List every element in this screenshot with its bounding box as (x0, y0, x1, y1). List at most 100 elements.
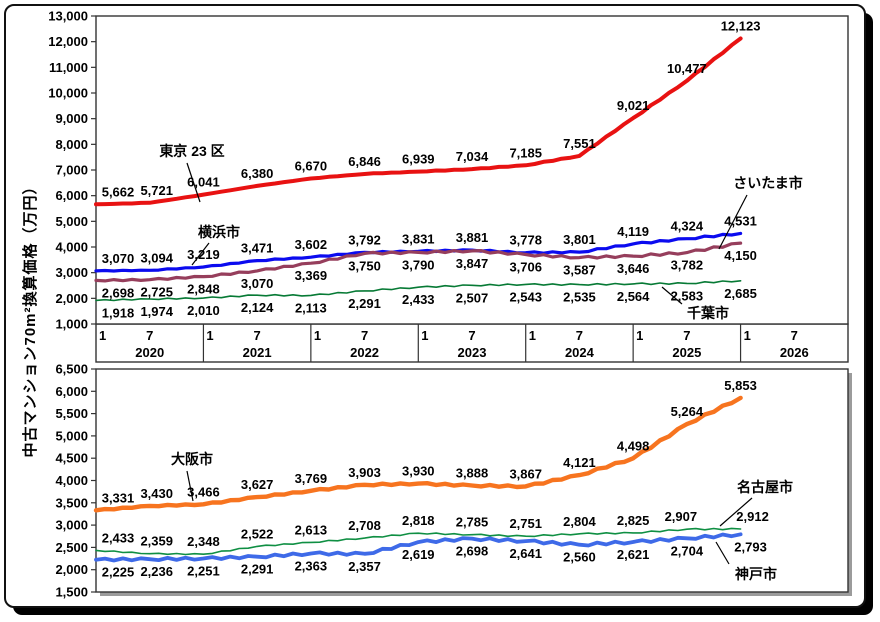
year-label: 2026 (780, 345, 809, 360)
data-label-osaka: 3,888 (456, 465, 489, 480)
y-tick-label: 5,500 (55, 406, 88, 421)
month-tick-jan: 1 (314, 328, 321, 343)
y-tick-label: 11,000 (49, 60, 88, 75)
data-label-saitama: 3,782 (671, 258, 704, 273)
data-label-saitama: 3,587 (563, 263, 596, 278)
data-label-chiba: 1,974 (140, 304, 173, 319)
data-label-osaka: 5,853 (724, 378, 757, 393)
data-label-yokohama: 3,070 (102, 251, 135, 266)
data-label-tokyo-23-wards: 7,185 (509, 145, 542, 160)
y-tick-label: 1,000 (55, 317, 88, 332)
series-annotation: さいたま市 (733, 175, 803, 191)
series-annotation: 千葉市 (687, 305, 729, 321)
data-label-nagoya: 2,359 (140, 534, 173, 549)
data-label-osaka: 3,903 (348, 465, 381, 480)
y-tick-label: 7,000 (55, 163, 88, 178)
y-tick-label: 2,500 (55, 540, 88, 555)
data-label-osaka: 3,331 (102, 490, 135, 505)
data-label-yokohama: 3,602 (295, 237, 328, 252)
data-label-kobe: 2,560 (563, 550, 596, 565)
month-tick-jan: 1 (744, 328, 751, 343)
y-tick-label: 3,000 (55, 265, 88, 280)
data-label-nagoya: 2,522 (241, 526, 274, 541)
y-tick-label: 10,000 (48, 86, 88, 101)
data-label-saitama: 4,150 (724, 248, 757, 263)
month-tick-jul: 7 (683, 328, 690, 343)
data-label-yokohama: 3,471 (241, 241, 274, 256)
y-tick-label: 6,500 (55, 362, 88, 377)
data-label-kobe: 2,704 (671, 543, 704, 558)
data-label-yokohama: 4,531 (724, 213, 757, 228)
data-label-tokyo-23-wards: 5,721 (140, 183, 173, 198)
line-kobe (94, 532, 743, 563)
annotation-leader-line (661, 286, 683, 305)
data-label-yokohama: 4,324 (671, 219, 704, 234)
y-tick-label: 3,000 (55, 518, 88, 533)
data-label-tokyo-23-wards: 12,123 (721, 19, 761, 34)
y-tick-label: 4,000 (55, 473, 88, 488)
data-label-nagoya: 2,708 (348, 518, 381, 533)
series-annotation: 大阪市 (171, 451, 213, 467)
annotation-leader-line (718, 194, 748, 250)
month-tick-jan: 1 (529, 328, 536, 343)
data-label-tokyo-23-wards: 6,670 (295, 158, 328, 173)
data-label-kobe: 2,698 (456, 544, 489, 559)
y-tick-label: 6,000 (55, 384, 88, 399)
month-tick-jul: 7 (576, 328, 583, 343)
annotation-leader-line (719, 497, 753, 527)
data-label-chiba: 2,535 (563, 290, 596, 305)
y-tick-label: 5,000 (55, 428, 88, 443)
data-label-tokyo-23-wards: 6,380 (241, 166, 274, 181)
y-tick-label: 3,500 (55, 495, 88, 510)
year-label: 2025 (672, 345, 701, 360)
data-label-osaka: 3,769 (295, 471, 328, 486)
y-tick-label: 13,000 (48, 9, 88, 24)
y-tick-label: 1,500 (55, 585, 88, 600)
series-annotation: 名古屋市 (737, 479, 793, 495)
data-label-osaka: 4,498 (617, 438, 650, 453)
data-label-saitama: 3,847 (456, 256, 489, 271)
data-label-nagoya: 2,912 (736, 509, 769, 524)
line-osaka (93, 395, 743, 513)
line-tokyo-23-wards (94, 36, 743, 207)
data-label-chiba: 2,010 (187, 303, 220, 318)
data-label-chiba: 2,291 (348, 296, 381, 311)
data-label-tokyo-23-wards: 7,551 (563, 136, 596, 151)
data-label-osaka: 5,264 (671, 404, 704, 419)
data-label-kobe: 2,363 (295, 559, 328, 574)
data-label-osaka: 4,121 (563, 455, 596, 470)
data-label-chiba: 1,918 (102, 305, 135, 320)
data-label-osaka: 3,466 (187, 484, 220, 499)
month-tick-jul: 7 (468, 328, 475, 343)
data-label-kobe: 2,641 (509, 546, 542, 561)
data-label-nagoya: 2,825 (617, 513, 650, 528)
panel-bottom: 1,500 2,000 2,500 3,000 3,500 4,000 4,500 5,000… (55, 362, 852, 600)
data-label-chiba: 2,583 (671, 288, 704, 303)
data-label-saitama: 2,698 (102, 285, 135, 300)
month-tick-jan: 1 (636, 328, 643, 343)
month-tick-jul: 7 (146, 328, 153, 343)
data-label-saitama: 2,848 (187, 282, 220, 297)
data-label-kobe: 2,225 (102, 565, 135, 580)
annotation-leader-line (191, 242, 210, 266)
annotation-leader-line (715, 541, 730, 565)
month-tick-jul: 7 (791, 328, 798, 343)
data-label-tokyo-23-wards: 6,939 (402, 152, 435, 167)
data-label-nagoya: 2,804 (563, 514, 596, 529)
data-label-saitama: 3,369 (295, 268, 328, 283)
year-label: 2021 (243, 345, 272, 360)
y-tick-label: 6,000 (55, 188, 88, 203)
data-label-tokyo-23-wards: 7,034 (456, 149, 489, 164)
data-label-chiba: 2,433 (402, 292, 435, 307)
y-tick-label: 2,000 (55, 291, 88, 306)
series-annotation: 神戸市 (735, 566, 777, 582)
data-label-yokohama: 3,801 (563, 232, 596, 247)
year-label: 2023 (458, 345, 487, 360)
data-label-kobe: 2,236 (140, 564, 173, 579)
data-label-yokohama: 3,094 (140, 250, 173, 265)
data-label-chiba: 2,507 (456, 290, 489, 305)
data-label-tokyo-23-wards: 6,041 (187, 175, 220, 190)
data-label-kobe: 2,621 (617, 547, 650, 562)
data-label-chiba: 2,685 (724, 286, 757, 301)
y-tick-label: 4,500 (55, 451, 88, 466)
